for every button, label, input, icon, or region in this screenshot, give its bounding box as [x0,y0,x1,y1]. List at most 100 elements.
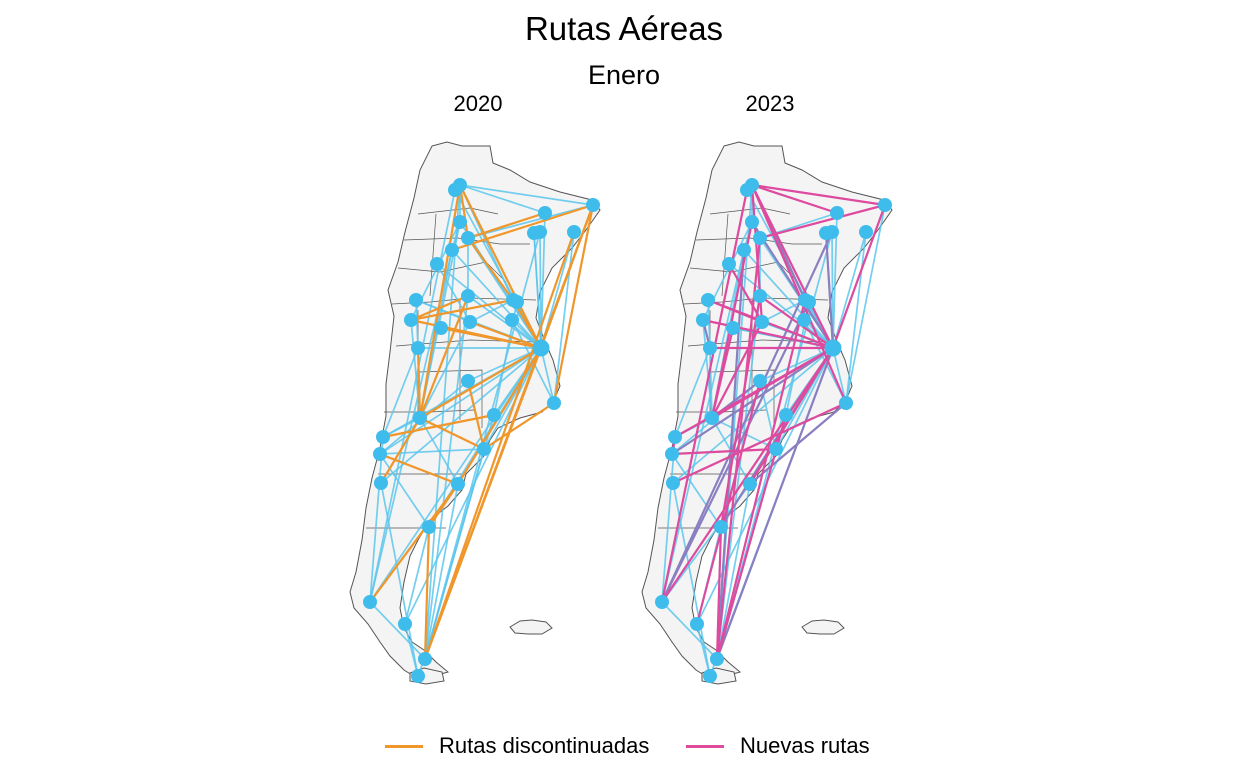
airport-point [665,447,679,461]
new-route-line [831,204,887,349]
discontinued-route-line [419,347,542,419]
route-line [380,347,542,484]
legend-discontinued-swatch [385,744,423,748]
page-title: Rutas Aéreas [524,10,724,47]
route-line [469,299,514,323]
airport-point [430,257,444,271]
legend-discontinued-label: Rutas discontinuadas [439,733,650,758]
airport-point [703,341,717,355]
airport-point [722,257,736,271]
route-line [419,321,471,419]
route-line [380,482,419,677]
airport-point [824,339,842,357]
route-line [369,601,426,660]
route-line [709,347,713,419]
airport-point [830,206,844,220]
new-route-line [715,237,762,660]
province-border [721,213,729,297]
airport-point [825,225,839,239]
airport-point [418,652,432,666]
new-route-line [749,402,847,485]
route-line [553,231,575,404]
new-route-line [751,183,838,215]
airport-point [839,396,853,410]
airport-point [753,289,767,303]
new-route-line [751,184,834,349]
airport-point [668,430,682,444]
legend-new: Nuevas rutas [686,733,870,759]
islands-outline [801,619,845,635]
airport-point [461,289,475,303]
route-line [467,295,542,349]
discontinued-route-line [552,204,595,404]
route-line [415,299,419,349]
airport-point [743,477,757,491]
discontinued-route-line [379,452,459,486]
route-line [832,347,847,404]
map-panel-2020 [349,141,601,685]
new-route-line [719,295,762,528]
airport-point [533,225,547,239]
route-line [424,448,485,660]
new-route-line [728,263,763,323]
route-line [761,299,806,323]
new-route-line [751,221,834,349]
airport-point [505,313,519,327]
new-route-line [715,299,807,660]
new-route-line [715,347,835,660]
route-line [424,184,461,660]
airport-point [802,295,816,309]
discontinued-route-line [419,417,485,450]
route-line [832,231,867,349]
airport-point [538,206,552,220]
discontinued-route-line [423,347,543,660]
new-route-line [759,203,886,240]
airport-point [726,321,740,335]
page-subtitle: Enero [587,60,661,90]
route-line [671,453,722,528]
airport-point [701,293,715,307]
discontinued-route-line [469,320,542,350]
airport-point [451,477,465,491]
route-line [451,249,542,349]
route-line [845,231,867,404]
new-route-line [674,347,834,438]
legend-new-label: Nuevas rutas [740,733,870,758]
route-line [382,347,419,438]
discontinued-route-line [382,413,495,439]
route-line [379,347,542,455]
route-line [369,347,542,603]
discontinued-route-line [467,211,546,240]
new-route-line [671,347,834,455]
airport-point [755,315,769,329]
route-line [716,483,751,660]
province-border [429,213,437,297]
route-line [702,319,713,419]
route-line [415,299,471,323]
airport-point [745,215,759,229]
new-route-line [750,184,848,404]
route-line [661,601,718,660]
airport-point [567,225,581,239]
airport-point [461,374,475,388]
airport-point [859,225,873,239]
airport-point [703,669,717,683]
discontinued-route-line [459,184,542,349]
airport-point [422,520,436,534]
facet-label-2023: 2023 [745,91,795,116]
new-route-line [672,402,847,484]
route-line [369,436,384,603]
airport-point [532,339,550,357]
airport-point [453,215,467,229]
airport-point [510,295,524,309]
discontinued-route-line [418,295,470,419]
airport-point [586,198,600,212]
airport-point [448,183,462,197]
route-line [459,184,546,214]
airport-point [666,476,680,490]
discontinued-route-line [423,231,576,660]
facet-label-2020: 2020 [453,91,503,116]
airport-point [398,617,412,631]
route-line [379,448,485,455]
